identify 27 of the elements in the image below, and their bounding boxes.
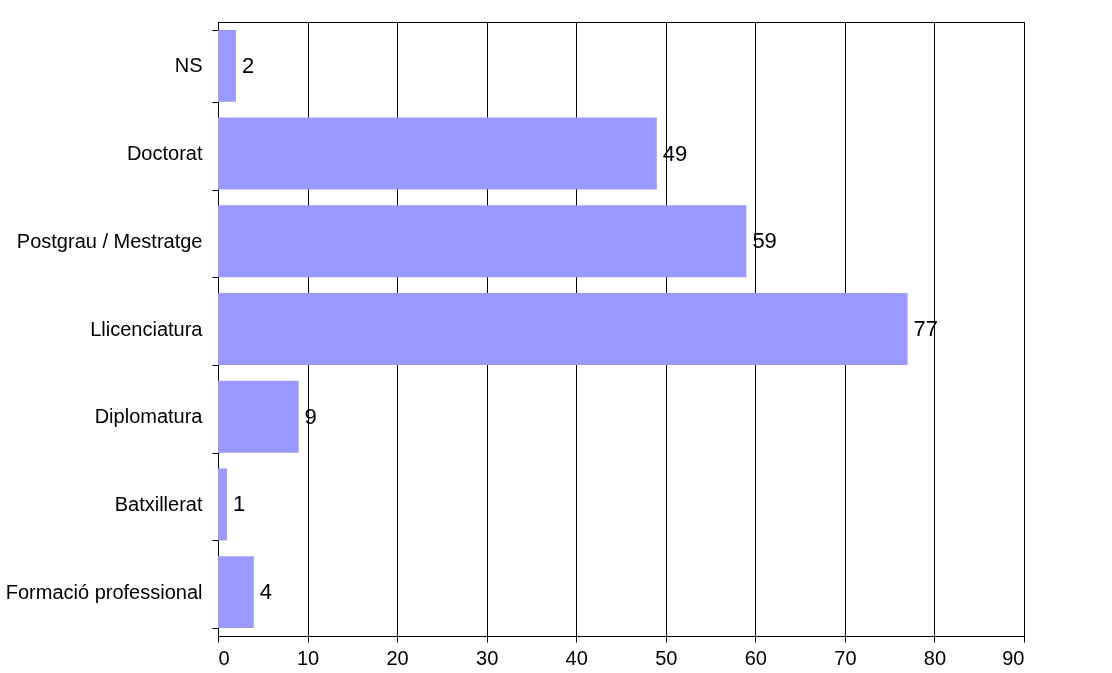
bar	[218, 556, 254, 629]
y-tick-label: Postgrau / Mestratge	[16, 229, 203, 252]
x-tick-label: 30	[476, 646, 499, 669]
y-tick-label: Doctorat	[126, 142, 203, 165]
x-tick-label: 90	[1002, 646, 1025, 669]
bar	[218, 468, 227, 541]
bar	[218, 29, 236, 102]
y-tick-label: Batxillerat	[114, 492, 203, 515]
x-tick-label: 70	[834, 646, 857, 669]
x-tick-label: 0	[218, 646, 230, 669]
data-label: 1	[232, 491, 246, 517]
x-tick-label: 40	[565, 646, 588, 669]
x-tick-label: 50	[655, 646, 678, 669]
y-tick-label: NS	[174, 54, 203, 77]
data-label: 2	[241, 52, 255, 78]
y-tick-label: Diplomatura	[94, 405, 204, 428]
y-tick-label: Formació professional	[5, 580, 203, 603]
x-tick-label: 20	[386, 646, 409, 669]
bar	[218, 205, 747, 278]
x-tick-label: 80	[923, 646, 947, 669]
bar	[218, 117, 657, 190]
x-tick-label: 10	[296, 646, 320, 669]
y-tick-label: Llicenciatura	[90, 317, 204, 340]
bar	[218, 293, 908, 365]
x-tick-label: 60	[744, 646, 767, 669]
data-label: 4	[259, 579, 273, 605]
bar	[218, 380, 299, 453]
